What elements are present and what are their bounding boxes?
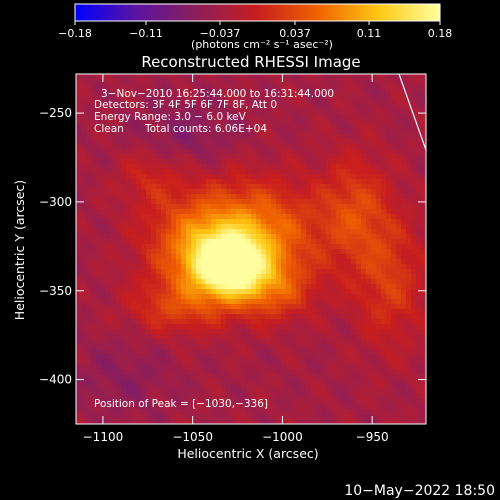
annotations: 3−Nov−2010 16:25:44.000 to 16:31:44.000 … [94, 88, 334, 410]
colorbar-unit-label: (photons cm⁻² s⁻¹ asec⁻²) [191, 38, 333, 51]
y-axis-label: Heliocentric Y (arcsec) [12, 180, 27, 320]
y-tick-label: −350 [39, 284, 72, 298]
annotation-time-range: 3−Nov−2010 16:25:44.000 to 16:31:44.000 [101, 88, 334, 100]
x-tick-label: −1050 [172, 430, 213, 444]
plot-frame [75, 73, 427, 425]
colorbar-tick-label: −0.11 [129, 27, 163, 40]
annotation-clean: Clean [94, 123, 124, 135]
y-tick-label: −300 [39, 195, 72, 209]
colorbar-tick-label: −0.037 [200, 27, 241, 40]
y-tick-label: −250 [39, 106, 72, 120]
colorbar-tick-label: 0.18 [428, 27, 453, 40]
x-tick-label: −1000 [262, 430, 303, 444]
colorbar-tick-label: 0.037 [279, 27, 311, 40]
x-axis-label: Heliocentric X (arcsec) [177, 446, 318, 461]
chart-title: Reconstructed RHESSI Image [141, 53, 360, 71]
y-axis-ticks: −250 −300 −350 −400 [39, 106, 426, 387]
annotation-detectors: Detectors: 3F 4F 5F 6F 7F 8F, Att 0 [94, 99, 277, 111]
colorbar-tick-label: −0.18 [58, 27, 92, 40]
annotation-total-counts: Total counts: 6.06E+04 [144, 123, 267, 135]
x-tick-label: −1100 [83, 430, 124, 444]
heatmap-image [76, 74, 426, 424]
colorbar-ticks: −0.18 −0.11 −0.037 0.037 0.11 0.18 [58, 21, 452, 40]
x-tick-label: −950 [356, 430, 389, 444]
colorbar: −0.18 −0.11 −0.037 0.037 0.11 0.18 (photons c… [58, 3, 452, 51]
y-tick-label: −400 [39, 373, 72, 387]
annotation-energy-range: Energy Range: 3.0 − 6.0 keV [94, 111, 247, 123]
colorbar-gradient [74, 3, 441, 22]
colorbar-tick-label: 0.11 [357, 27, 382, 40]
x-axis-ticks: −1100 −1050 −1000 −950 [83, 74, 389, 444]
footer-timestamp: 10−May−2022 18:50 [344, 483, 495, 499]
solar-limb-arc [398, 73, 427, 151]
plot-area: −1100 −1050 −1000 −950 −250 −300 −350 −400 [39, 73, 427, 444]
annotation-peak-position: Position of Peak = [−1030,−336] [94, 398, 268, 410]
